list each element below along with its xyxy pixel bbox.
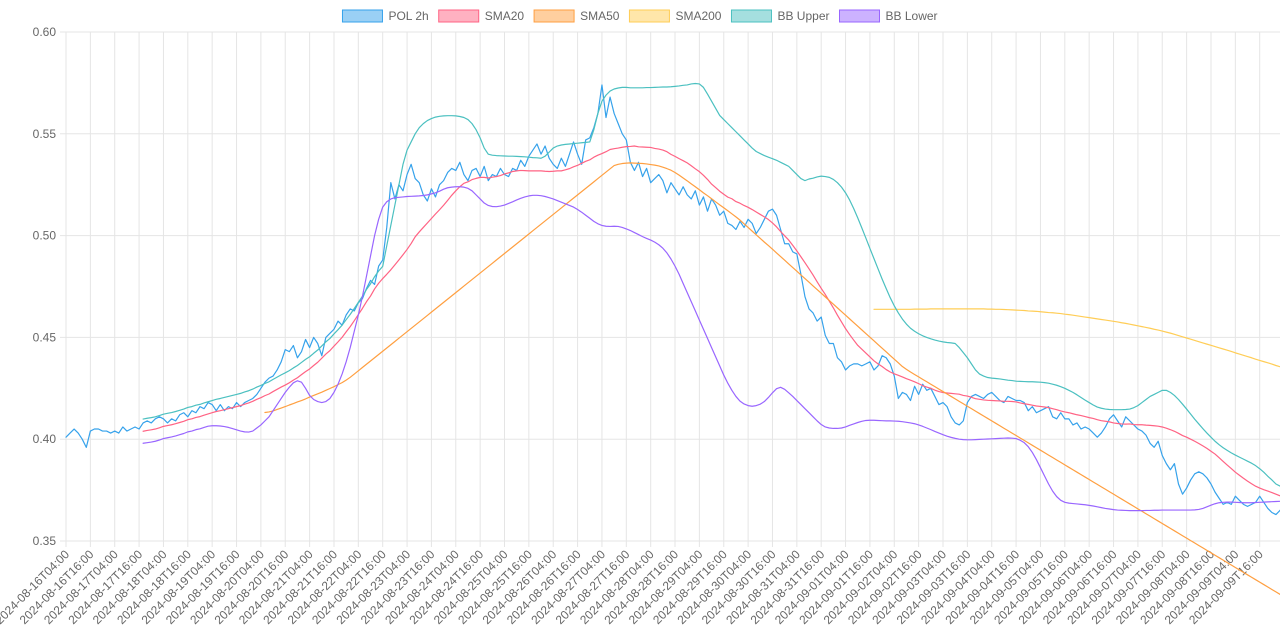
series-line-sma200: [873, 308, 1280, 368]
y-axis: 0.35 0.40 0.45 0.50 0.55 0.60: [33, 25, 57, 548]
legend-label: BB Upper: [777, 9, 829, 23]
legend-item-sma200[interactable]: SMA200: [628, 9, 722, 23]
y-tick-label: 0.55: [33, 127, 57, 141]
legend-swatch: [533, 9, 575, 23]
x-gridlines: [65, 32, 1261, 547]
series-line-bb-upper: [142, 82, 1280, 487]
series-layer: [65, 82, 1280, 596]
legend-swatch: [628, 9, 670, 23]
legend-swatch: [839, 9, 880, 23]
x-axis: 2024-08-16T04:002024-08-16T16:002024-08-…: [0, 547, 1266, 627]
legend-item-sma20[interactable]: SMA20: [438, 9, 525, 23]
legend[interactable]: POL 2h SMA20 SMA50 SMA200 BB Upper BB Lower: [341, 9, 938, 23]
legend-item-bb-lower[interactable]: BB Lower: [839, 9, 938, 23]
y-tick-label: 0.40: [33, 432, 57, 446]
legend-item-pol-2h[interactable]: POL 2h: [341, 9, 429, 23]
series-line-sma20: [142, 145, 1280, 497]
y-gridlines: [60, 31, 1280, 542]
series-line-pol-2h: [65, 84, 1280, 516]
y-tick-label: 0.50: [33, 229, 57, 243]
legend-swatch: [341, 9, 383, 23]
series-line-bb-lower: [142, 186, 1280, 512]
legend-swatch: [438, 9, 480, 23]
legend-swatch: [730, 9, 772, 23]
legend-label: POL 2h: [388, 9, 428, 23]
legend-label: BB Lower: [886, 9, 938, 23]
legend-item-bb-upper[interactable]: BB Upper: [730, 9, 830, 23]
legend-item-sma50[interactable]: SMA50: [533, 9, 620, 23]
legend-label: SMA200: [675, 9, 721, 23]
y-tick-label: 0.60: [33, 25, 57, 39]
y-tick-label: 0.45: [33, 330, 57, 344]
legend-label: SMA20: [485, 9, 525, 23]
series-line-sma50: [264, 162, 1280, 596]
y-tick-label: 0.35: [33, 534, 57, 548]
legend-label: SMA50: [580, 9, 620, 23]
